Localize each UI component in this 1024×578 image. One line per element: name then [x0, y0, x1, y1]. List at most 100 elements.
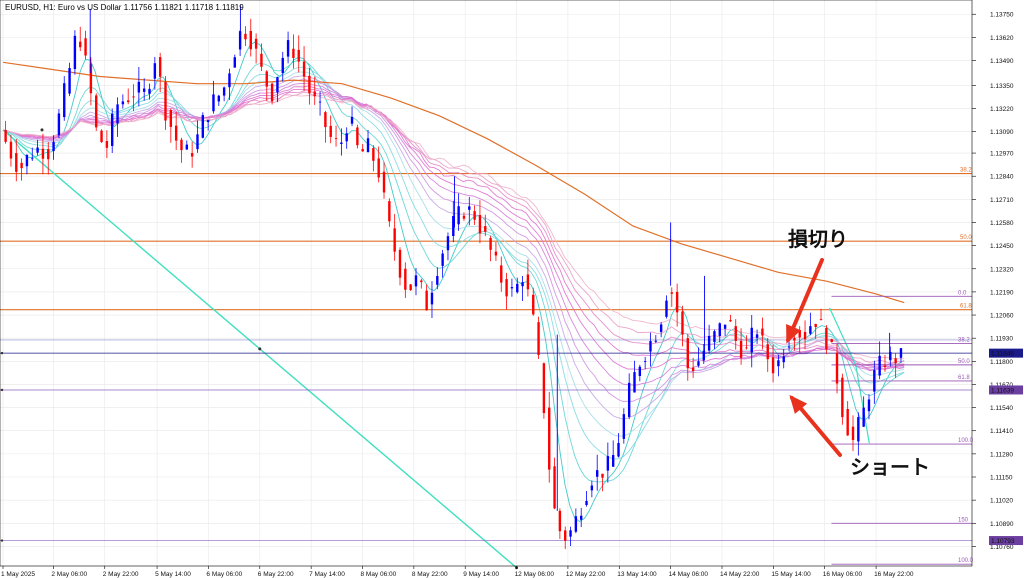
candle-body: [126, 100, 130, 103]
fibo-level-label: 50.0: [958, 359, 970, 365]
candle-body: [803, 331, 807, 340]
candle-body: [889, 351, 892, 361]
candle-body: [500, 265, 503, 283]
candle-body: [446, 236, 450, 251]
ribbon-ma-line: [2, 59, 905, 483]
x-tick-label: 12 May 06:00: [515, 571, 555, 578]
candle-body: [627, 382, 631, 417]
y-tick-label: 1.13750: [990, 12, 1014, 19]
ema-200-path: [2, 61, 905, 304]
candle-body: [867, 399, 871, 412]
fibo-retracement-left[interactable]: 38.2 50.0 61.8: [0, 168, 972, 311]
x-tick-label: 1 May 2025: [1, 571, 35, 578]
candle-body: [564, 530, 567, 541]
x-tick-label: 7 May 14:00: [309, 571, 345, 578]
candle-body: [675, 291, 679, 313]
candle-body: [585, 500, 588, 506]
x-tick-label: 5 May 14:00: [155, 571, 191, 578]
candle-body: [286, 40, 290, 57]
ema-200-line: [2, 61, 905, 304]
candle-body: [361, 148, 364, 152]
candle-body: [505, 279, 508, 297]
candle-body: [222, 87, 226, 96]
ribbon-ma-line: [2, 85, 905, 371]
candle-body: [542, 363, 546, 414]
fibo-level-label: 0.0: [958, 290, 967, 296]
y-tick-label: 1.12450: [990, 243, 1014, 250]
candle-body: [281, 57, 284, 73]
trendline[interactable]: [2, 128, 870, 570]
arrow-shaft: [786, 258, 824, 342]
candle-body: [734, 326, 737, 341]
candle-body: [899, 348, 903, 358]
candle-body: [574, 516, 578, 532]
candle-body: [254, 38, 258, 49]
candle-body: [148, 88, 151, 94]
candle-body: [878, 355, 881, 376]
ribbon-ma-line: [2, 41, 905, 523]
y-tick-label: 1.10890: [990, 521, 1014, 528]
y-tick-label: 1.12320: [990, 266, 1014, 273]
candle-body: [643, 360, 647, 362]
candle-body: [297, 49, 300, 62]
candle-body: [265, 71, 268, 87]
y-tick-label: 1.12840: [990, 174, 1014, 181]
y-tick-label: 1.11280: [990, 451, 1013, 458]
candle-body: [121, 101, 125, 105]
fibo-level-label: 38.2: [958, 338, 970, 344]
candle-body: [686, 338, 689, 369]
stop-loss-annotation: 損切り: [788, 227, 848, 251]
candle-body: [201, 115, 205, 138]
candle-body: [79, 41, 82, 48]
x-tick-label: 14 May 06:00: [669, 571, 709, 578]
candle-body: [670, 292, 674, 294]
price-tags: 1.11846 1.11639 1.10793: [0, 348, 1023, 546]
candle-body: [681, 311, 684, 335]
candle-body: [409, 284, 412, 291]
candle-body: [158, 57, 162, 77]
candle-body: [340, 142, 343, 144]
price-tag-dot: [0, 351, 4, 355]
candle-body: [382, 171, 386, 193]
x-tick-label: 2 May 06:00: [51, 571, 87, 578]
y-tick-label: 1.10760: [990, 544, 1014, 551]
candle-body: [190, 153, 194, 157]
candle-body: [697, 361, 700, 366]
candle-body: [9, 141, 13, 159]
candle-body: [782, 356, 785, 363]
candle-body: [484, 226, 487, 232]
arrow-head: [789, 394, 808, 414]
fibo-level-label: 100.0: [958, 558, 974, 564]
candle-body: [691, 367, 695, 371]
candle-body: [750, 327, 753, 353]
y-tick-label: 1.12580: [990, 220, 1014, 227]
candle-body: [606, 456, 610, 471]
candle-body: [425, 290, 428, 311]
candle-body: [31, 158, 34, 160]
candle-body: [404, 268, 407, 290]
candle-body: [36, 147, 39, 153]
candle-body: [270, 83, 274, 102]
y-tick-label: 1.13490: [990, 58, 1014, 65]
candle-body: [532, 294, 535, 315]
short-swing-line: [829, 307, 857, 366]
candle-body: [174, 125, 178, 141]
moving-average-ribbon: [2, 41, 905, 523]
candle-body: [494, 251, 498, 256]
ribbon-ma-line: [2, 88, 905, 368]
candles: [4, 5, 903, 550]
candle-body: [57, 113, 61, 136]
price-tag-label: 1.11846: [991, 351, 1014, 358]
candle-body: [436, 275, 439, 285]
ribbon-ma-line: [2, 66, 905, 460]
x-tick-label: 12 May 22:00: [566, 571, 606, 578]
y-tick-label: 1.13620: [990, 35, 1014, 42]
candle-body: [95, 95, 98, 128]
fibo-retracement-right[interactable]: 0.0 38.2 50.0 61.8 100.0 150 100.0: [0, 290, 974, 565]
candle-body: [638, 366, 642, 376]
candle-body: [713, 331, 716, 342]
candle-body: [580, 515, 583, 520]
candle-body: [249, 30, 252, 50]
